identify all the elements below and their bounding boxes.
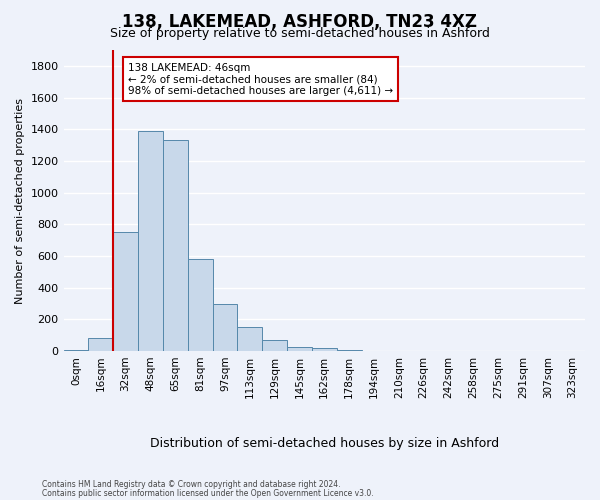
Bar (312, 348, 337, 351)
Y-axis label: Number of semi-detached properties: Number of semi-detached properties (15, 98, 25, 304)
Bar (238, 328, 262, 351)
X-axis label: Distribution of semi-detached houses by size in Ashford: Distribution of semi-detached houses by … (150, 437, 499, 450)
Bar (337, 350, 362, 351)
Bar (163, 140, 188, 351)
Text: 138 LAKEMEAD: 46sqm
← 2% of semi-detached houses are smaller (84)
98% of semi-de: 138 LAKEMEAD: 46sqm ← 2% of semi-detache… (128, 62, 393, 96)
Bar (88, 338, 113, 351)
Text: 138, LAKEMEAD, ASHFORD, TN23 4XZ: 138, LAKEMEAD, ASHFORD, TN23 4XZ (122, 12, 478, 30)
Text: Contains public sector information licensed under the Open Government Licence v3: Contains public sector information licen… (42, 490, 374, 498)
Bar (212, 304, 238, 351)
Text: Contains HM Land Registry data © Crown copyright and database right 2024.: Contains HM Land Registry data © Crown c… (42, 480, 341, 489)
Bar (138, 131, 163, 351)
Bar (113, 232, 138, 351)
Bar (287, 347, 312, 351)
Bar (262, 340, 287, 351)
Bar (64, 350, 88, 351)
Bar (188, 259, 212, 351)
Text: Size of property relative to semi-detached houses in Ashford: Size of property relative to semi-detach… (110, 28, 490, 40)
